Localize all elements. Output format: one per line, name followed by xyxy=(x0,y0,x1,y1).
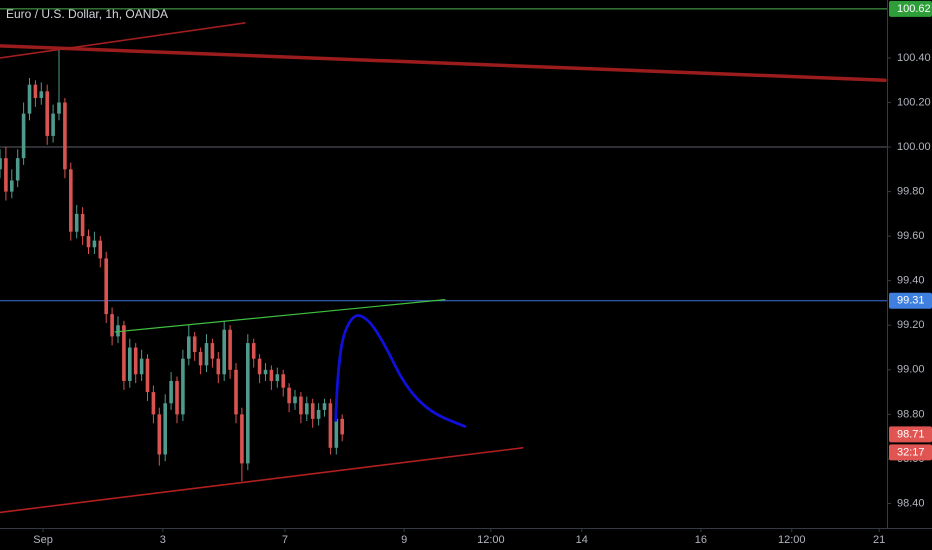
candle-body xyxy=(222,329,226,375)
freehand-curve xyxy=(334,314,467,428)
candle-body xyxy=(110,314,114,337)
price-label: 100.62 xyxy=(897,3,931,15)
candle-body xyxy=(74,213,79,232)
candle-body xyxy=(27,84,32,114)
candle-body xyxy=(269,369,274,381)
candle-body xyxy=(316,409,321,419)
chart-title: Euro / U.S. Dollar, 1h, OANDA xyxy=(6,7,168,21)
trend-line xyxy=(0,22,246,59)
y-tick-label: 99.00 xyxy=(897,364,925,376)
candle-body xyxy=(133,347,138,375)
candle-body xyxy=(151,392,156,415)
y-tick-label: 98.80 xyxy=(897,408,925,420)
candle-body xyxy=(328,403,333,448)
candle-body xyxy=(0,158,2,170)
candle-body xyxy=(187,336,191,359)
candle-body xyxy=(157,414,162,455)
candle-body xyxy=(181,358,185,415)
x-tick-label: 12:00 xyxy=(477,534,505,546)
candle-body xyxy=(246,343,250,464)
trend-line xyxy=(114,299,446,333)
x-tick-label: 9 xyxy=(401,534,407,546)
candle-body xyxy=(4,158,8,192)
candle-body xyxy=(198,352,203,366)
x-tick-label: 7 xyxy=(282,534,288,546)
candle-body xyxy=(57,102,61,114)
candle-body xyxy=(216,358,221,375)
candle-body xyxy=(139,358,144,375)
x-tick-label: 12:00 xyxy=(778,534,806,546)
x-tick-label: 16 xyxy=(695,534,707,546)
y-tick-label: 99.60 xyxy=(897,230,925,242)
candle-body xyxy=(128,347,132,381)
candle-body xyxy=(275,374,280,381)
candle-body xyxy=(310,403,315,419)
y-tick-label: 100.40 xyxy=(897,52,931,64)
y-tick-label: 100.00 xyxy=(897,141,931,153)
candle-body xyxy=(287,387,291,404)
candle-body xyxy=(145,358,150,393)
candle-body xyxy=(340,418,344,435)
candle-body xyxy=(234,369,238,415)
candle-body xyxy=(263,369,268,375)
candle-body xyxy=(33,84,38,99)
candle-body xyxy=(169,380,173,404)
candle-body xyxy=(39,91,44,99)
candle-body xyxy=(210,343,215,359)
y-tick-label: 99.20 xyxy=(897,319,925,331)
candle-body xyxy=(163,403,167,455)
candle-body xyxy=(322,403,327,410)
price-label: 99.31 xyxy=(897,295,925,307)
x-tick-label: 14 xyxy=(576,534,588,546)
y-tick-label: 98.40 xyxy=(897,497,925,509)
candle-body xyxy=(10,180,14,192)
candle-body xyxy=(192,336,197,352)
price-label-box xyxy=(889,292,932,309)
x-tick-label: 3 xyxy=(160,534,166,546)
candle-body xyxy=(21,113,26,159)
y-tick-label: 100.20 xyxy=(897,96,931,108)
plot-area xyxy=(0,8,887,514)
candle-body xyxy=(305,403,309,415)
candle-body xyxy=(251,343,256,359)
y-tick-label: 99.40 xyxy=(897,275,925,287)
candle-body xyxy=(175,380,179,415)
candle-body xyxy=(334,418,339,448)
candle-body xyxy=(281,374,285,388)
candle-body xyxy=(45,91,49,136)
price-label: 98.71 xyxy=(897,428,925,440)
candle-body xyxy=(240,414,244,464)
candle-body xyxy=(80,213,85,237)
candle-body xyxy=(104,258,108,315)
price-label-box xyxy=(889,426,932,443)
countdown-label: 32:17 xyxy=(897,446,925,458)
candle-body xyxy=(92,240,97,248)
price-label-box xyxy=(889,0,932,17)
x-tick-label: 21 xyxy=(873,534,885,546)
trend-line xyxy=(0,446,524,514)
candle-body xyxy=(63,102,67,170)
x-tick-label: Sep xyxy=(33,534,53,546)
candle-body xyxy=(15,158,20,181)
candle-body xyxy=(69,169,73,232)
y-tick-label: 99.80 xyxy=(897,186,925,198)
candle-body xyxy=(257,358,262,375)
candle-body xyxy=(116,325,120,337)
candle-body xyxy=(293,396,297,404)
candle-body xyxy=(204,343,209,366)
countdown-box xyxy=(889,444,932,461)
candle-body xyxy=(122,325,126,381)
candle-body xyxy=(228,329,232,370)
candle-body xyxy=(86,236,91,248)
trend-line xyxy=(0,44,887,82)
candle-body xyxy=(98,240,103,259)
candle-body xyxy=(299,396,303,415)
candle-body xyxy=(51,113,55,136)
